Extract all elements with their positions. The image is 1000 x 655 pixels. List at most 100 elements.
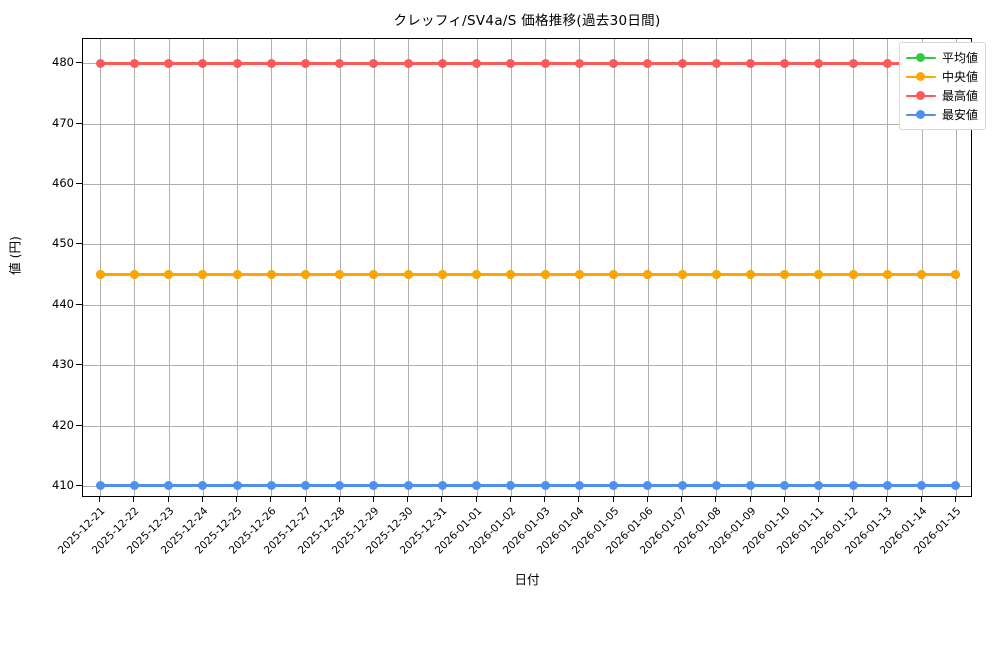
vertical-gridline (134, 39, 136, 496)
vertical-gridline (100, 39, 102, 496)
series-segment (373, 61, 409, 65)
vertical-gridline (476, 39, 478, 496)
data-point-marker (814, 481, 824, 491)
data-point-marker (164, 270, 174, 280)
series-segment (168, 61, 203, 65)
data-point-marker (711, 58, 721, 68)
x-axis-tick-mark (338, 497, 340, 502)
y-axis-tick-mark (76, 364, 82, 366)
data-point-marker (951, 270, 961, 280)
x-axis-tick-mark (920, 497, 922, 502)
chart-figure: クレッフィ/SV4a/S 価格推移(過去30日間) 410 420 430 440 45… (7, 13, 986, 587)
series-segment (373, 484, 409, 488)
series-segment (476, 273, 511, 277)
vertical-gridline (647, 39, 649, 496)
series-segment (339, 484, 374, 488)
series-segment (510, 61, 546, 65)
vertical-gridline (921, 39, 923, 496)
data-point-marker (643, 270, 653, 280)
series-segment (202, 61, 238, 65)
vertical-gridline (168, 39, 170, 496)
series-segment (305, 273, 340, 277)
vertical-gridline (579, 39, 581, 496)
series-segment (818, 484, 854, 488)
x-axis-tick-mark (201, 497, 203, 502)
data-point-marker (369, 481, 379, 491)
plot-area (82, 38, 972, 497)
data-point-marker (574, 58, 584, 68)
series-segment (510, 273, 546, 277)
y-axis-tick-label: 430 (52, 357, 74, 372)
y-axis-tick-label: 470 (52, 115, 74, 130)
data-point-marker (711, 270, 721, 280)
data-point-marker (574, 481, 584, 491)
data-point-marker (266, 58, 276, 68)
x-axis-tick-mark (681, 497, 683, 502)
x-axis-tick-mark (509, 497, 511, 502)
y-axis-tick-mark (76, 424, 82, 426)
series-segment (921, 273, 956, 277)
data-point-marker (540, 270, 550, 280)
vertical-gridline (545, 39, 547, 496)
y-axis-tick-mark (76, 122, 82, 124)
series-segment (271, 61, 306, 65)
series-segment (373, 273, 409, 277)
legend-item-中央値[interactable]: 中央値 (905, 67, 978, 86)
chart-title: クレッフィ/SV4a/S 価格推移(過去30日間) (393, 13, 661, 29)
data-point-marker (814, 270, 824, 280)
y-axis-tick-label: 480 (52, 55, 74, 70)
x-axis-tick-mark (817, 497, 819, 502)
chart-legend: 平均値 中央値 最高値 最安値 (898, 42, 986, 130)
data-point-marker (437, 481, 447, 491)
series-segment (647, 273, 683, 277)
data-point-marker (609, 481, 619, 491)
data-point-marker (882, 270, 892, 280)
series-segment (818, 61, 854, 65)
data-point-marker (609, 270, 619, 280)
data-point-marker (677, 58, 687, 68)
x-axis-title: 日付 (514, 572, 540, 587)
series-segment (168, 484, 203, 488)
legend-item-最安値[interactable]: 最安値 (905, 105, 978, 124)
data-point-marker (643, 58, 653, 68)
series-segment (647, 484, 683, 488)
data-point-marker (266, 270, 276, 280)
series-segment (784, 273, 819, 277)
series-segment (339, 273, 374, 277)
x-axis-tick-mark (236, 497, 238, 502)
x-axis-tick-mark (167, 497, 169, 502)
data-point-marker (574, 270, 584, 280)
data-point-marker (506, 270, 516, 280)
series-segment (134, 273, 169, 277)
series-segment (305, 61, 340, 65)
data-point-marker (95, 58, 105, 68)
data-point-marker (472, 58, 482, 68)
series-segment (682, 273, 717, 277)
series-中央値 (83, 39, 971, 496)
y-axis-tick-label: 420 (52, 417, 74, 432)
legend-item-平均値[interactable]: 平均値 (905, 48, 978, 67)
y-axis-tick-mark (76, 484, 82, 486)
x-axis-tick-mark (715, 497, 717, 502)
data-point-marker (677, 270, 687, 280)
series-segment (750, 273, 785, 277)
y-axis-tick-label: 450 (52, 236, 74, 251)
vertical-gridline (305, 39, 307, 496)
vertical-gridline (750, 39, 752, 496)
data-point-marker (301, 270, 310, 280)
data-point-marker (164, 58, 174, 68)
data-point-marker (677, 481, 687, 491)
series-segment (750, 61, 785, 65)
legend-item-最高値[interactable]: 最高値 (905, 86, 978, 105)
legend-swatch-icon (905, 89, 936, 103)
series-segment (545, 273, 580, 277)
data-point-marker (95, 481, 105, 491)
series-segment (442, 61, 477, 65)
series-segment (271, 273, 306, 277)
series-segment (784, 484, 819, 488)
data-point-marker (540, 481, 550, 491)
legend-swatch-icon (905, 108, 936, 122)
data-point-marker (232, 270, 242, 280)
x-axis-tick-mark (475, 497, 477, 502)
series-segment (237, 61, 272, 65)
